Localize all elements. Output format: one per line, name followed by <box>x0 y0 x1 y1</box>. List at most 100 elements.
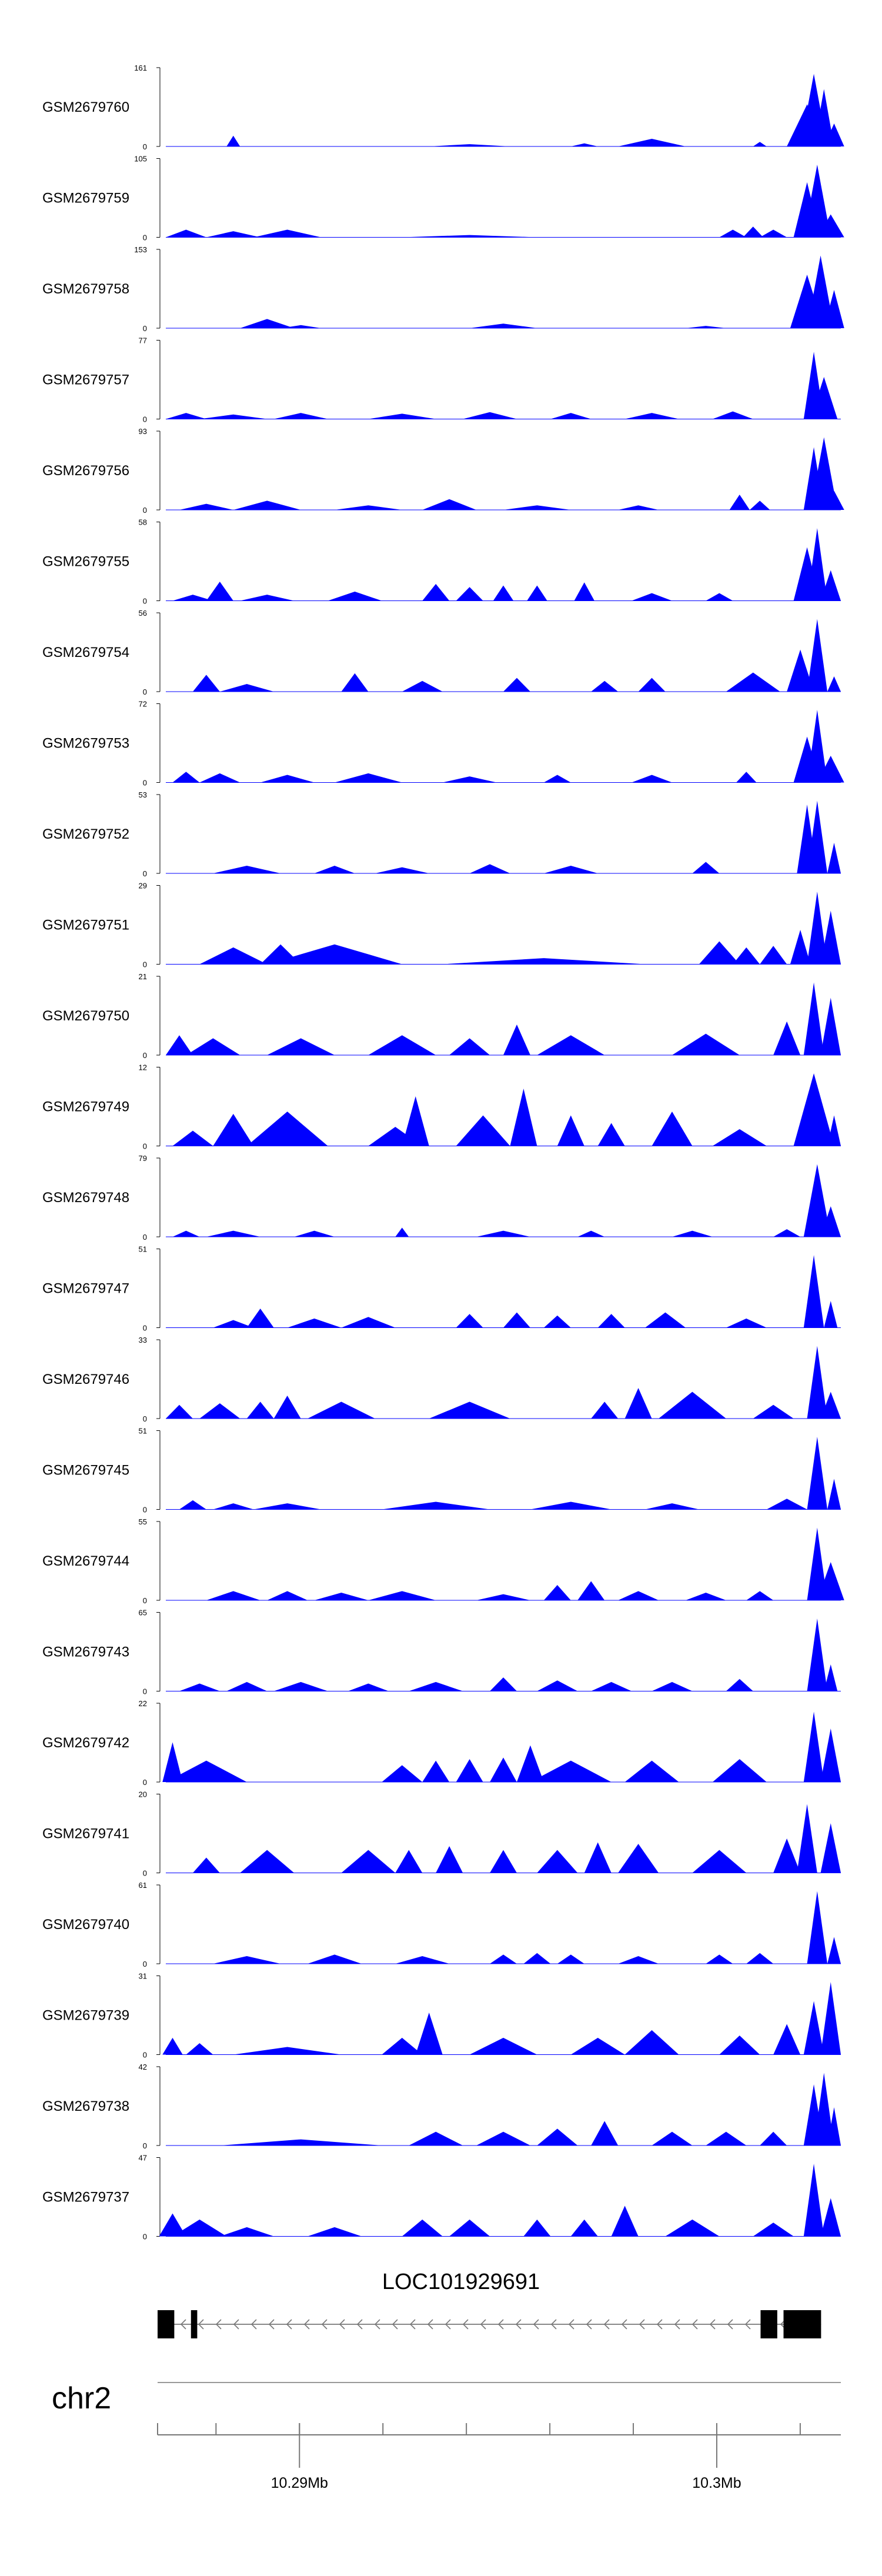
coverage-peak <box>213 1956 281 1964</box>
coverage-peak <box>591 2121 619 2145</box>
y-tick-label-max: 33 <box>139 1336 147 1344</box>
coverage-peak <box>803 982 824 1055</box>
coverage-peak <box>820 570 841 601</box>
strand-arrow-icon <box>691 2319 698 2330</box>
coverage-peak <box>824 1301 838 1328</box>
coverage-peak <box>179 1683 220 1691</box>
coverage-peak <box>348 1683 389 1691</box>
coverage-peak <box>172 2219 227 2237</box>
coverage-peak <box>476 1594 530 1600</box>
coverage-peak <box>726 1318 767 1328</box>
strand-arrow-icon <box>709 2319 716 2330</box>
coverage-peak <box>550 413 592 419</box>
track-GSM2679749: GSM2679749 12 0 <box>42 1063 841 1151</box>
coverage-peak <box>685 326 726 328</box>
coverage-peak <box>422 499 477 510</box>
coverage-peak <box>253 229 322 238</box>
coverage-peak <box>803 2164 824 2237</box>
coverage-peak <box>574 582 594 601</box>
track-GSM2679740: GSM2679740 61 0 <box>42 1881 841 1968</box>
coverage-peak <box>395 1227 409 1237</box>
gene-exon <box>158 2310 175 2338</box>
coverage-peak <box>429 1402 510 1419</box>
track-GSM2679757: GSM2679757 77 0 <box>42 336 841 424</box>
track-label: GSM2679750 <box>42 1008 129 1024</box>
coverage-peak <box>773 2024 801 2055</box>
coverage-peak <box>186 2043 213 2055</box>
y-tick-label-max: 29 <box>139 882 147 890</box>
coverage-peak <box>773 1021 801 1055</box>
y-tick-label-max: 61 <box>139 1881 147 1890</box>
track-label: GSM2679743 <box>42 1644 129 1660</box>
coverage-peak <box>510 1089 537 1146</box>
strand-arrow-icon <box>233 2319 239 2330</box>
track-label: GSM2679756 <box>42 463 129 479</box>
strand-arrow-icon <box>639 2319 645 2330</box>
track-label: GSM2679755 <box>42 554 129 570</box>
coverage-peak <box>456 587 483 601</box>
track-GSM2679741: GSM2679741 20 0 <box>42 1790 841 1878</box>
coverage-peak <box>820 1392 841 1419</box>
track-GSM2679737: GSM2679737 47 0 <box>42 2154 841 2241</box>
coverage-peak <box>618 1591 659 1600</box>
coverage-peak <box>807 528 828 601</box>
y-tick-label-zero: 0 <box>143 1596 147 1605</box>
coverage-peak <box>192 1857 220 1873</box>
coverage-peak <box>807 255 834 328</box>
y-tick-label-max: 56 <box>139 609 147 618</box>
coverage-peak <box>803 1255 824 1328</box>
coverage-peak <box>824 124 844 146</box>
coverage-peak <box>219 684 274 692</box>
track-label: GSM2679754 <box>42 645 129 660</box>
coverage-peak <box>712 1759 767 1782</box>
strand-arrow-icon <box>674 2319 680 2330</box>
coverage-peak <box>273 1396 301 1419</box>
track-GSM2679746: GSM2679746 33 0 <box>42 1336 841 1423</box>
coverage-peak <box>807 800 828 873</box>
y-tick-label-max: 77 <box>139 336 147 345</box>
coverage-peak <box>476 1230 530 1237</box>
strand-arrow-icon <box>603 2319 610 2330</box>
coverage-peak <box>803 2001 824 2055</box>
coverage-peak <box>382 1501 490 1510</box>
coverage-peak <box>213 1320 254 1328</box>
coverage-peak <box>773 1229 801 1237</box>
coverage-peak <box>597 1314 625 1328</box>
coverage-peak <box>490 1757 517 1782</box>
coverage-peak <box>810 377 838 419</box>
coverage-peak <box>814 89 834 146</box>
y-tick-label-zero: 0 <box>143 1506 147 1514</box>
coverage-peak <box>233 2047 342 2055</box>
axis-tick-label: 10.3Mb <box>692 2475 741 2491</box>
coverage-peak <box>591 1402 619 1419</box>
coverage-peak <box>537 2128 578 2145</box>
y-tick-label-zero: 0 <box>143 142 147 151</box>
coverage-peak <box>787 649 814 692</box>
coverage-peak <box>449 2219 490 2237</box>
y-tick-label-max: 79 <box>139 1154 147 1163</box>
coverage-peak <box>760 946 787 965</box>
y-tick-label-zero: 0 <box>143 233 147 242</box>
coverage-peak <box>429 144 510 146</box>
coverage-peak <box>820 1823 841 1873</box>
strand-arrow-icon <box>268 2319 275 2330</box>
coverage-peak <box>618 505 659 510</box>
coverage-peak <box>240 1850 295 1873</box>
coverage-peak <box>226 135 240 146</box>
coverage-peak <box>652 2131 693 2145</box>
coverage-peak <box>537 1680 578 1691</box>
coverage-peak <box>456 1115 510 1146</box>
coverage-peak <box>530 1501 612 1510</box>
coverage-peak <box>652 1112 693 1146</box>
coverage-peak <box>810 437 838 510</box>
coverage-peak <box>328 591 382 601</box>
y-tick-label-max: 55 <box>139 1517 147 1526</box>
coverage-peak <box>166 1035 193 1055</box>
track-label: GSM2679760 <box>42 99 129 115</box>
coverage-peak <box>584 1842 612 1873</box>
strand-arrow-icon <box>462 2319 469 2330</box>
coverage-peak <box>335 505 402 510</box>
coverage-peak <box>409 2131 463 2145</box>
track-label: GSM2679745 <box>42 1463 129 1479</box>
